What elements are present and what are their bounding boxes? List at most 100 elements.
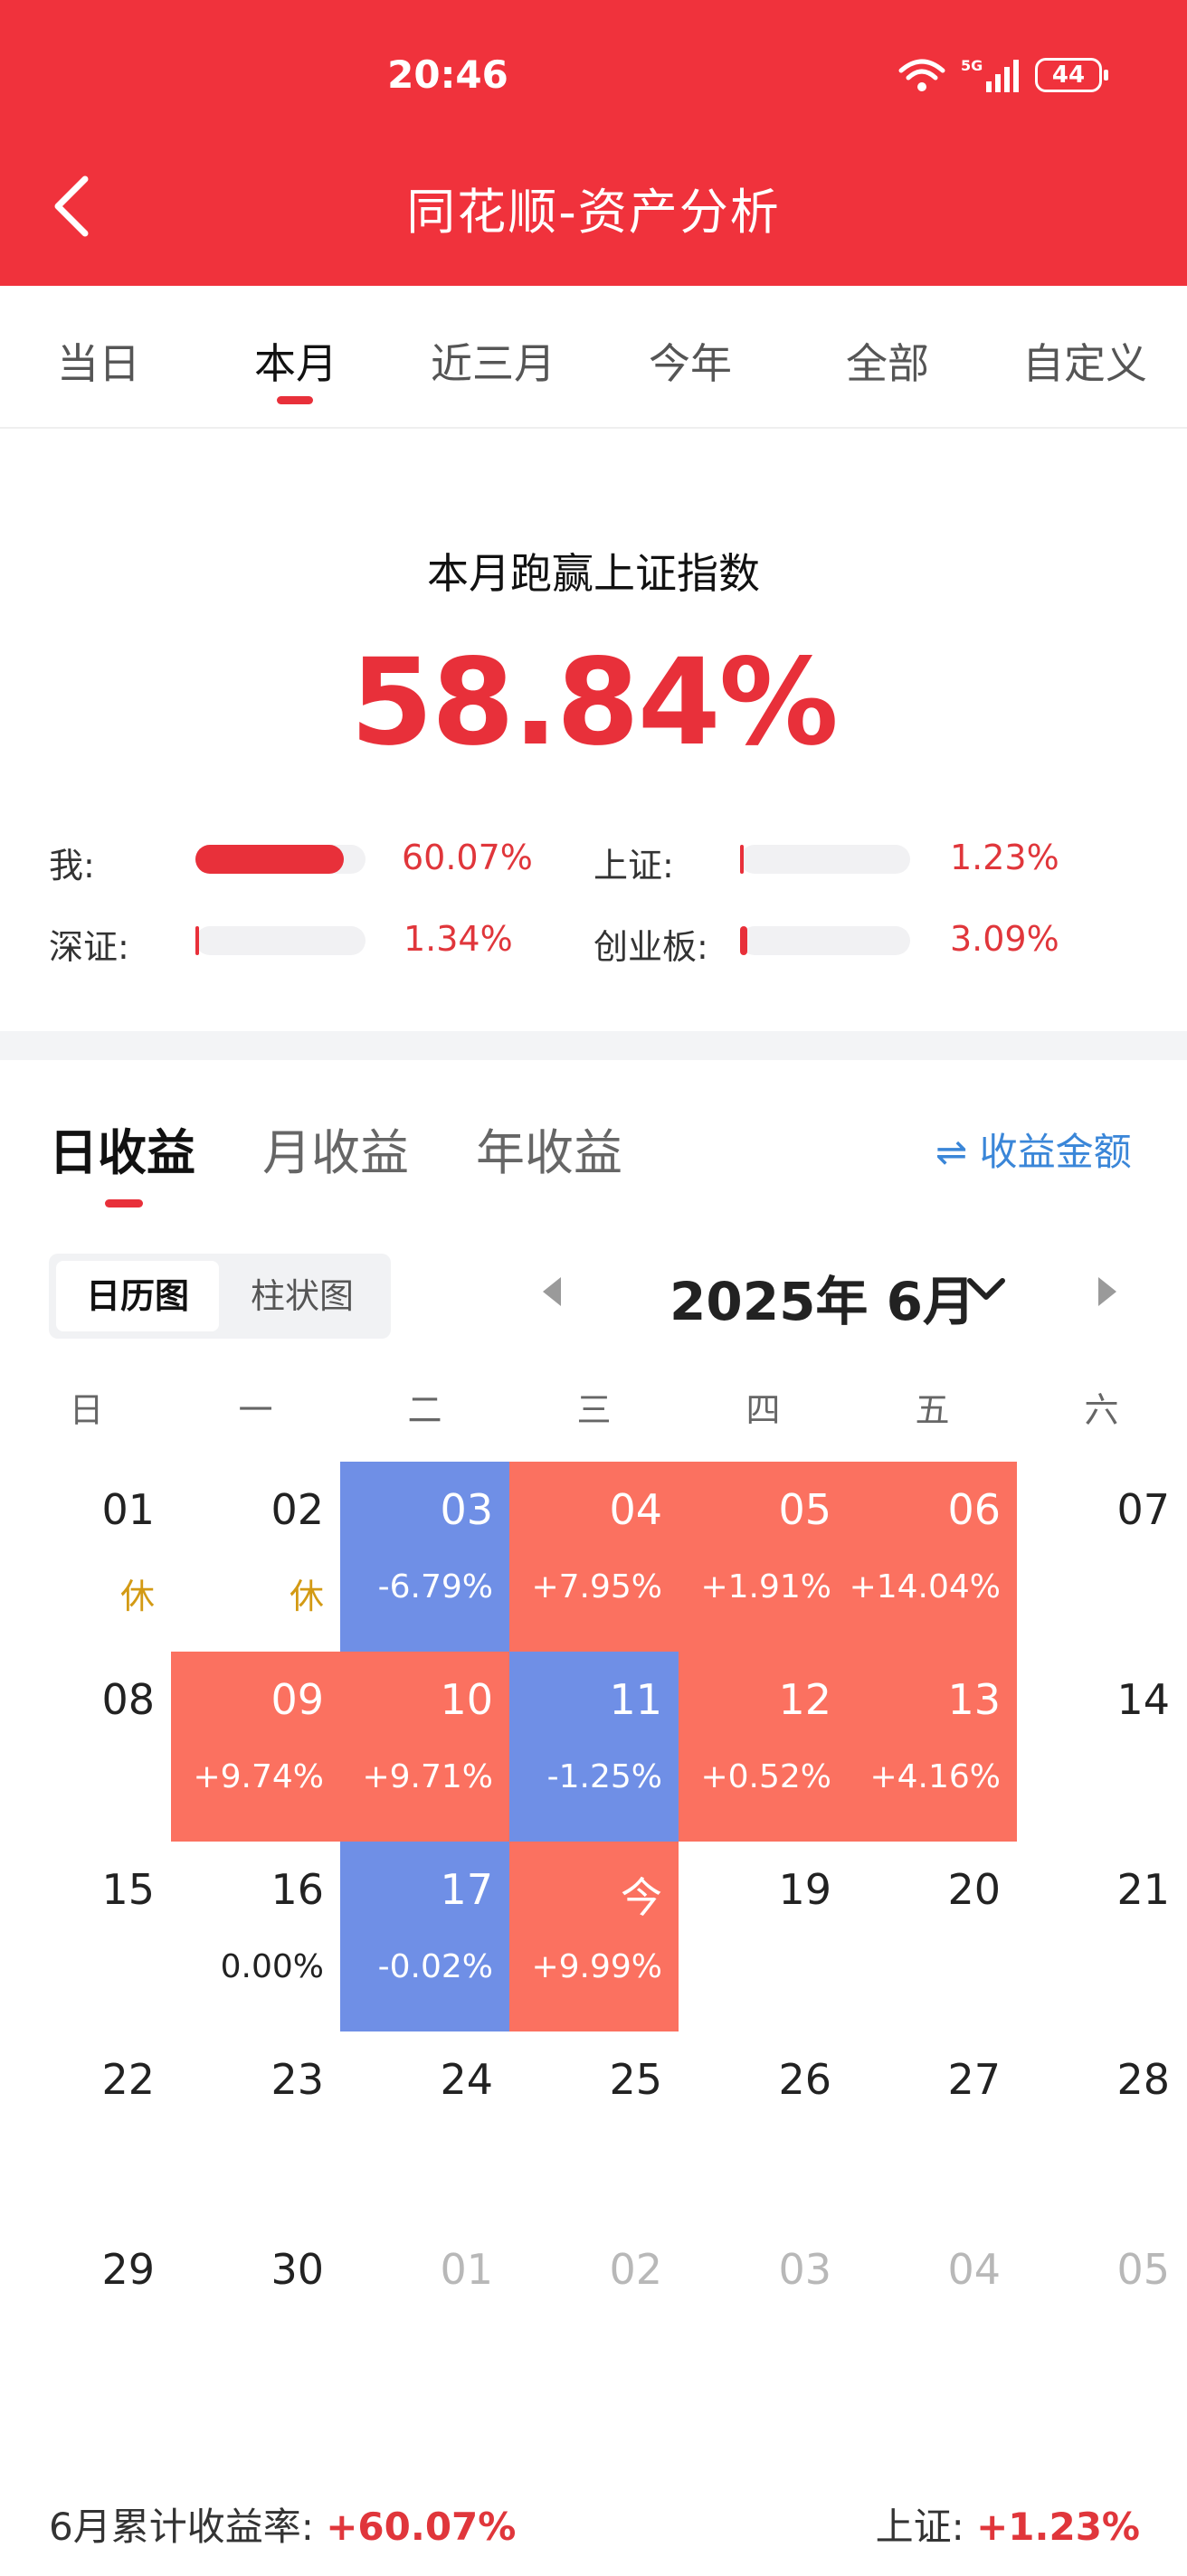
calendar-day-number: 03: [440, 1485, 493, 1534]
calendar-day-cell[interactable]: 01 休: [2, 1462, 171, 1652]
weekday-label: 一: [238, 1390, 273, 1430]
calendar-day-number: 01: [440, 2245, 493, 2294]
tab-monthly-return[interactable]: 月收益: [262, 1124, 409, 1181]
calendar-day-number: 07: [1116, 1485, 1170, 1534]
calendar-day-cell[interactable]: 16 0.00%: [171, 1842, 340, 2031]
calendar-day-number: 22: [101, 2055, 155, 2104]
calendar-day-cell[interactable]: 14: [1017, 1652, 1186, 1842]
previous-month-icon[interactable]: [543, 1277, 561, 1306]
amount-toggle-label: 收益金额: [979, 1130, 1132, 1174]
calendar-day-number: 09: [271, 1675, 324, 1724]
calendar-day-cell[interactable]: 21: [1017, 1842, 1186, 2031]
calendar-day-cell[interactable]: 08: [2, 1652, 171, 1842]
calendar-day-cell[interactable]: 10 +9.71%: [340, 1652, 509, 1842]
calendar-day-number: 04: [609, 1485, 662, 1534]
calendar-day-number: 01: [101, 1485, 155, 1534]
calendar-day-number: 27: [947, 2055, 1001, 2104]
calendar-day-cell[interactable]: 03: [679, 2221, 848, 2411]
calendar-day-number: 05: [778, 1485, 831, 1534]
calendar-day-number: 08: [101, 1675, 155, 1724]
calendar-day-cell[interactable]: 今 +9.99%: [509, 1842, 679, 2031]
tab-custom[interactable]: 自定义: [1022, 339, 1147, 388]
bar-view-option[interactable]: 柱状图: [250, 1276, 354, 1316]
calendar-day-cell[interactable]: 13 +4.16%: [848, 1652, 1017, 1842]
comparison-label-me: 我:: [49, 846, 95, 886]
calendar-day-cell[interactable]: 05: [1017, 2221, 1186, 2411]
daily-return-value: 0.00%: [220, 1948, 324, 1985]
calendar-day-cell[interactable]: 04: [848, 2221, 1017, 2411]
calendar-day-cell[interactable]: 25: [509, 2031, 679, 2221]
calendar-day-cell[interactable]: 02 休: [171, 1462, 340, 1652]
calendar-day-cell[interactable]: 06 +14.04%: [848, 1462, 1017, 1652]
daily-return-value: +9.71%: [362, 1758, 493, 1795]
calendar-day-cell[interactable]: 03 -6.79%: [340, 1462, 509, 1652]
calendar-day-cell[interactable]: 24: [340, 2031, 509, 2221]
comparison-bar-chinext: [740, 926, 910, 955]
calendar-day-cell[interactable]: 29: [2, 2221, 171, 2411]
tab-yearly-return[interactable]: 年收益: [476, 1124, 622, 1181]
weekday-label: 五: [915, 1390, 950, 1430]
daily-return-value: +7.95%: [531, 1568, 662, 1605]
calendar-day-cell[interactable]: 19: [679, 1842, 848, 2031]
chevron-down-icon[interactable]: [963, 1266, 1010, 1313]
calendar-day-number: 29: [101, 2245, 155, 2294]
calendar-day-number: 今: [621, 1873, 662, 1922]
tab-daily-return[interactable]: 日收益: [49, 1124, 195, 1181]
calendar-day-number: 12: [778, 1675, 831, 1724]
calendar-day-number: 11: [609, 1675, 662, 1724]
tab-this-month[interactable]: 本月: [254, 339, 337, 388]
tab-all[interactable]: 全部: [846, 339, 929, 388]
calendar-day-cell[interactable]: 09 +9.74%: [171, 1652, 340, 1842]
app-header: 20:46 5G 44 同花顺-资产分析: [0, 0, 1187, 286]
calendar-day-cell[interactable]: 02: [509, 2221, 679, 2411]
calendar-day-cell[interactable]: 04 +7.95%: [509, 1462, 679, 1652]
calendar-day-cell[interactable]: 15: [2, 1842, 171, 2031]
calendar-day-number: 10: [440, 1675, 493, 1724]
tab-three-months[interactable]: 近三月: [431, 339, 556, 388]
next-month-icon[interactable]: [1098, 1277, 1116, 1306]
month-label[interactable]: 2025年 6月: [669, 1271, 975, 1332]
calendar-day-cell[interactable]: 05 +1.91%: [679, 1462, 848, 1652]
calendar-day-number: 28: [1116, 2055, 1170, 2104]
wifi-icon: [898, 59, 945, 91]
active-tab-indicator: [277, 396, 313, 404]
weekday-label: 四: [745, 1390, 781, 1430]
calendar-day-cell[interactable]: 22: [2, 2031, 171, 2221]
comparison-bar-fill: [195, 845, 344, 874]
calendar-day-number: 14: [1116, 1675, 1170, 1724]
calendar-day-cell[interactable]: 20: [848, 1842, 1017, 2031]
summary-title: 本月跑赢上证指数: [427, 549, 760, 598]
swap-arrows-icon: ⇌: [935, 1130, 968, 1174]
amount-toggle-button[interactable]: ⇌ 收益金额: [935, 1122, 1132, 1177]
comparison-label-shanghai: 上证:: [594, 846, 674, 886]
calendar-day-cell[interactable]: 28: [1017, 2031, 1186, 2221]
comparison-bar-fill: [740, 845, 745, 874]
calendar-day-cell[interactable]: 01: [340, 2221, 509, 2411]
calendar-day-cell[interactable]: 23: [171, 2031, 340, 2221]
holiday-label: 休: [119, 1577, 155, 1616]
calendar-day-cell[interactable]: 12 +0.52%: [679, 1652, 848, 1842]
cumulative-return: 6月累计收益率: +60.07%: [49, 2496, 516, 2552]
tab-this-year[interactable]: 今年: [649, 339, 732, 388]
svg-text:5G: 5G: [961, 57, 983, 74]
calendar-day-cell[interactable]: 26: [679, 2031, 848, 2221]
daily-return-value: +1.91%: [700, 1568, 831, 1605]
calendar-day-cell[interactable]: 17 -0.02%: [340, 1842, 509, 2031]
daily-return-value: -1.25%: [546, 1758, 662, 1795]
daily-return-value: -6.79%: [377, 1568, 493, 1605]
calendar-day-cell[interactable]: 11 -1.25%: [509, 1652, 679, 1842]
calendar-day-cell[interactable]: 27: [848, 2031, 1017, 2221]
cumulative-return-value: +60.07%: [326, 2505, 517, 2549]
daily-return-value: +0.52%: [700, 1758, 831, 1795]
calendar-day-cell[interactable]: 30: [171, 2221, 340, 2411]
calendar-day-number: 02: [609, 2245, 662, 2294]
calendar-day-number: 17: [440, 1865, 493, 1914]
calendar-view-option[interactable]: 日历图: [56, 1261, 219, 1331]
calendar-day-number: 21: [1116, 1865, 1170, 1914]
back-icon[interactable]: [47, 172, 98, 241]
daily-return-value: +9.99%: [531, 1948, 662, 1985]
calendar-day-number: 05: [1116, 2245, 1170, 2294]
tab-today[interactable]: 当日: [57, 339, 140, 388]
calendar-day-cell[interactable]: 07: [1017, 1462, 1186, 1652]
outperform-percentage: 58.84%: [350, 633, 839, 772]
